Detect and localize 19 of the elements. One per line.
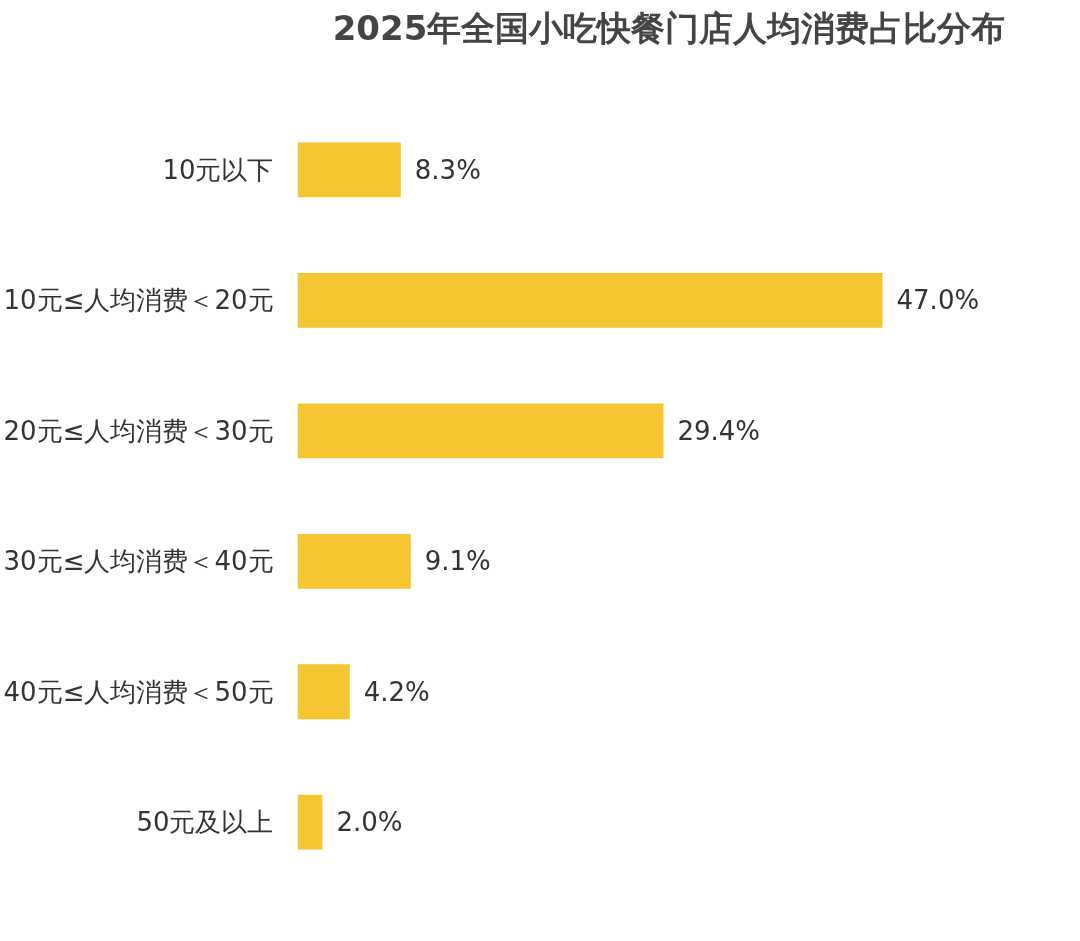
y-tick-label: 50元及以上 [136, 807, 274, 838]
y-tick-label: 30元≤人均消费＜40元 [3, 546, 274, 577]
bar [297, 272, 883, 328]
bar [297, 794, 323, 850]
y-tick-label: 40元≤人均消费＜50元 [3, 676, 274, 707]
data-label: 47.0% [896, 285, 980, 316]
bar [297, 664, 350, 720]
chart-title: 2025年全国小吃快餐门店人均消费占比分布 [332, 7, 1006, 48]
y-tick-label: 10元以下 [162, 154, 274, 185]
y-tick-label: 10元≤人均消费＜20元 [3, 285, 274, 316]
data-label: 9.1% [424, 546, 491, 577]
data-label: 29.4% [677, 415, 761, 446]
y-tick-label: 20元≤人均消费＜30元 [3, 415, 274, 446]
bar [297, 403, 664, 459]
data-label: 2.0% [336, 807, 403, 838]
bar [297, 142, 401, 198]
bar [297, 533, 411, 589]
data-label: 4.2% [363, 676, 430, 707]
data-label: 8.3% [414, 154, 481, 185]
